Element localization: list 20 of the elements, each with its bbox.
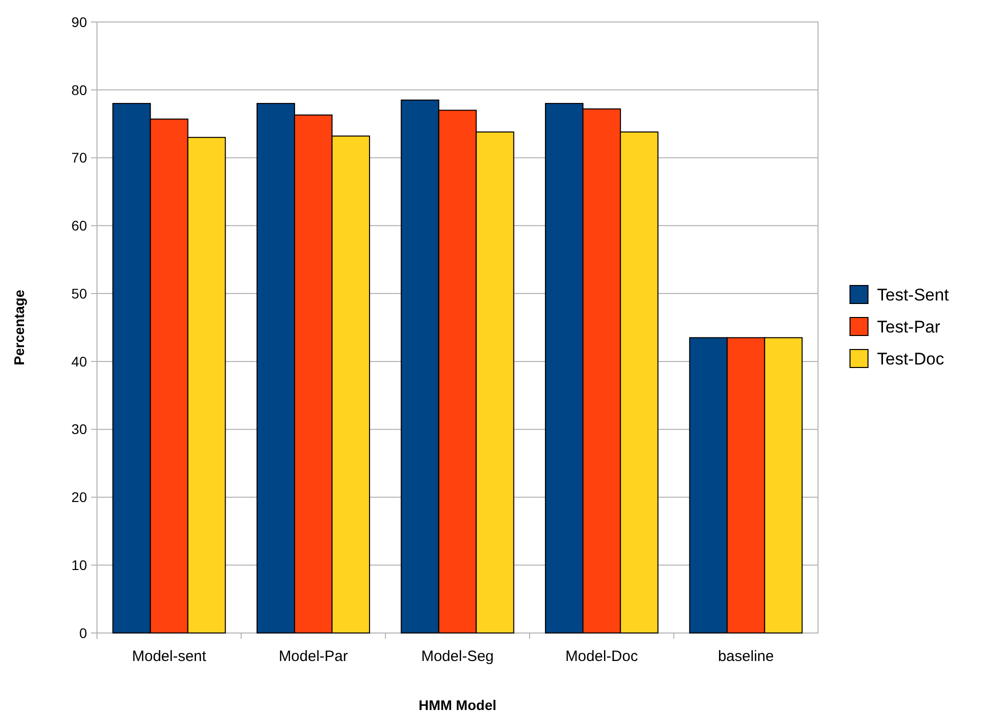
y-tick-label: 70 xyxy=(71,150,88,166)
legend-label: Test-Doc xyxy=(877,349,945,368)
y-tick-label: 60 xyxy=(71,218,88,234)
y-tick-label: 80 xyxy=(71,82,88,98)
x-tick-label: Model-sent xyxy=(132,648,208,665)
legend-label: Test-Sent xyxy=(877,285,950,304)
x-tick-label: Model-Par xyxy=(278,648,348,665)
x-axis-title: HMM Model xyxy=(418,697,496,713)
y-tick-label: 0 xyxy=(79,624,88,641)
y-tick-label: 90 xyxy=(71,14,88,30)
y-tick-label: 20 xyxy=(71,489,88,506)
y-tick-label: 40 xyxy=(71,353,88,370)
x-tick-label: Model-Doc xyxy=(565,648,638,665)
y-tick-label: 30 xyxy=(71,421,88,438)
x-tick-label: Model-Seg xyxy=(421,648,494,665)
y-tick-label: 50 xyxy=(71,285,88,302)
y-axis-title: Percentage xyxy=(11,290,27,366)
x-tick-label: baseline xyxy=(718,648,774,665)
y-tick-label: 10 xyxy=(71,557,88,574)
legend-label: Test-Par xyxy=(877,317,941,336)
